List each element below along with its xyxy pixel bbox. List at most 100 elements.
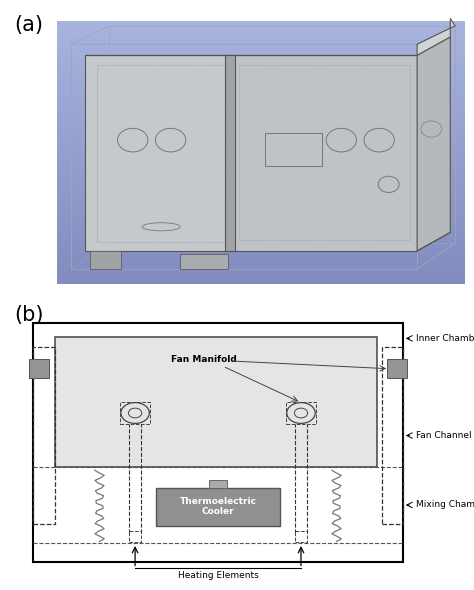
Bar — [57, 254, 465, 258]
Bar — [57, 97, 465, 101]
Bar — [57, 205, 465, 209]
Text: (a): (a) — [14, 15, 43, 35]
Bar — [57, 149, 465, 153]
Bar — [33, 323, 403, 562]
Polygon shape — [85, 55, 232, 251]
Polygon shape — [417, 37, 450, 251]
Bar — [57, 224, 465, 228]
Text: Mixing Chamber: Mixing Chamber — [416, 500, 474, 510]
Bar — [57, 244, 465, 248]
Bar — [57, 264, 465, 268]
Bar — [57, 80, 465, 84]
Text: Thermoelectric
Cooler: Thermoelectric Cooler — [180, 497, 256, 516]
Bar — [57, 51, 465, 55]
Bar — [57, 38, 465, 42]
Bar — [57, 142, 465, 146]
Bar — [57, 93, 465, 97]
Bar — [57, 74, 465, 78]
Text: Heating Elements: Heating Elements — [178, 571, 258, 580]
Bar — [57, 211, 465, 215]
Bar — [57, 25, 465, 29]
Bar — [57, 120, 465, 123]
Bar — [57, 257, 465, 261]
Polygon shape — [232, 55, 417, 251]
Bar — [57, 67, 465, 71]
Bar — [57, 136, 465, 140]
Bar — [57, 267, 465, 271]
Bar — [265, 133, 322, 166]
Bar — [57, 84, 465, 87]
Bar — [57, 139, 465, 143]
Bar — [57, 100, 465, 104]
Bar — [90, 251, 121, 269]
Bar — [57, 188, 465, 192]
Bar — [57, 277, 465, 281]
Polygon shape — [85, 232, 450, 251]
Bar — [57, 129, 465, 133]
Bar — [57, 169, 465, 173]
Bar — [57, 175, 465, 179]
Bar — [57, 70, 465, 74]
Bar — [57, 273, 465, 277]
Bar — [57, 77, 465, 81]
Bar — [57, 48, 465, 51]
Text: Fan Channel: Fan Channel — [416, 431, 471, 440]
Bar — [57, 44, 465, 48]
Bar — [29, 359, 49, 378]
Bar — [57, 57, 465, 61]
Bar — [180, 254, 228, 269]
Bar — [57, 152, 465, 156]
Bar — [57, 90, 465, 94]
Bar — [57, 237, 465, 241]
Text: Fan Manifold: Fan Manifold — [171, 355, 237, 363]
Bar — [55, 337, 377, 467]
Bar — [57, 21, 465, 25]
Bar — [286, 402, 316, 424]
Bar — [57, 208, 465, 212]
Bar — [57, 178, 465, 182]
Bar — [57, 198, 465, 202]
Bar — [57, 113, 465, 117]
Bar — [387, 359, 407, 378]
Bar — [57, 165, 465, 169]
Bar — [33, 347, 55, 524]
Bar — [57, 159, 465, 163]
Text: (b): (b) — [14, 306, 44, 326]
Bar — [225, 55, 235, 251]
Bar — [57, 54, 465, 58]
Bar — [57, 31, 465, 35]
Polygon shape — [417, 18, 455, 55]
Bar — [57, 146, 465, 150]
Bar — [57, 182, 465, 186]
Bar — [57, 195, 465, 199]
Bar — [57, 133, 465, 137]
Bar — [57, 106, 465, 110]
Bar — [57, 162, 465, 166]
Bar — [57, 247, 465, 251]
Bar — [57, 270, 465, 274]
Bar — [57, 234, 465, 238]
Bar — [57, 221, 465, 225]
Bar — [57, 231, 465, 235]
Bar — [57, 218, 465, 222]
Bar — [57, 280, 465, 284]
Bar — [57, 61, 465, 65]
Bar — [57, 185, 465, 189]
Bar — [57, 116, 465, 120]
Bar — [57, 64, 465, 68]
Bar — [120, 402, 150, 424]
Bar — [57, 172, 465, 176]
Bar — [129, 532, 141, 542]
Bar — [57, 201, 465, 205]
Bar — [57, 123, 465, 127]
Bar — [57, 110, 465, 114]
Bar — [57, 241, 465, 245]
Bar — [57, 28, 465, 32]
Bar — [382, 347, 403, 524]
Bar — [57, 156, 465, 159]
Bar — [57, 34, 465, 38]
Bar — [57, 260, 465, 264]
Bar — [57, 87, 465, 91]
Bar — [57, 251, 465, 254]
Bar — [57, 126, 465, 130]
